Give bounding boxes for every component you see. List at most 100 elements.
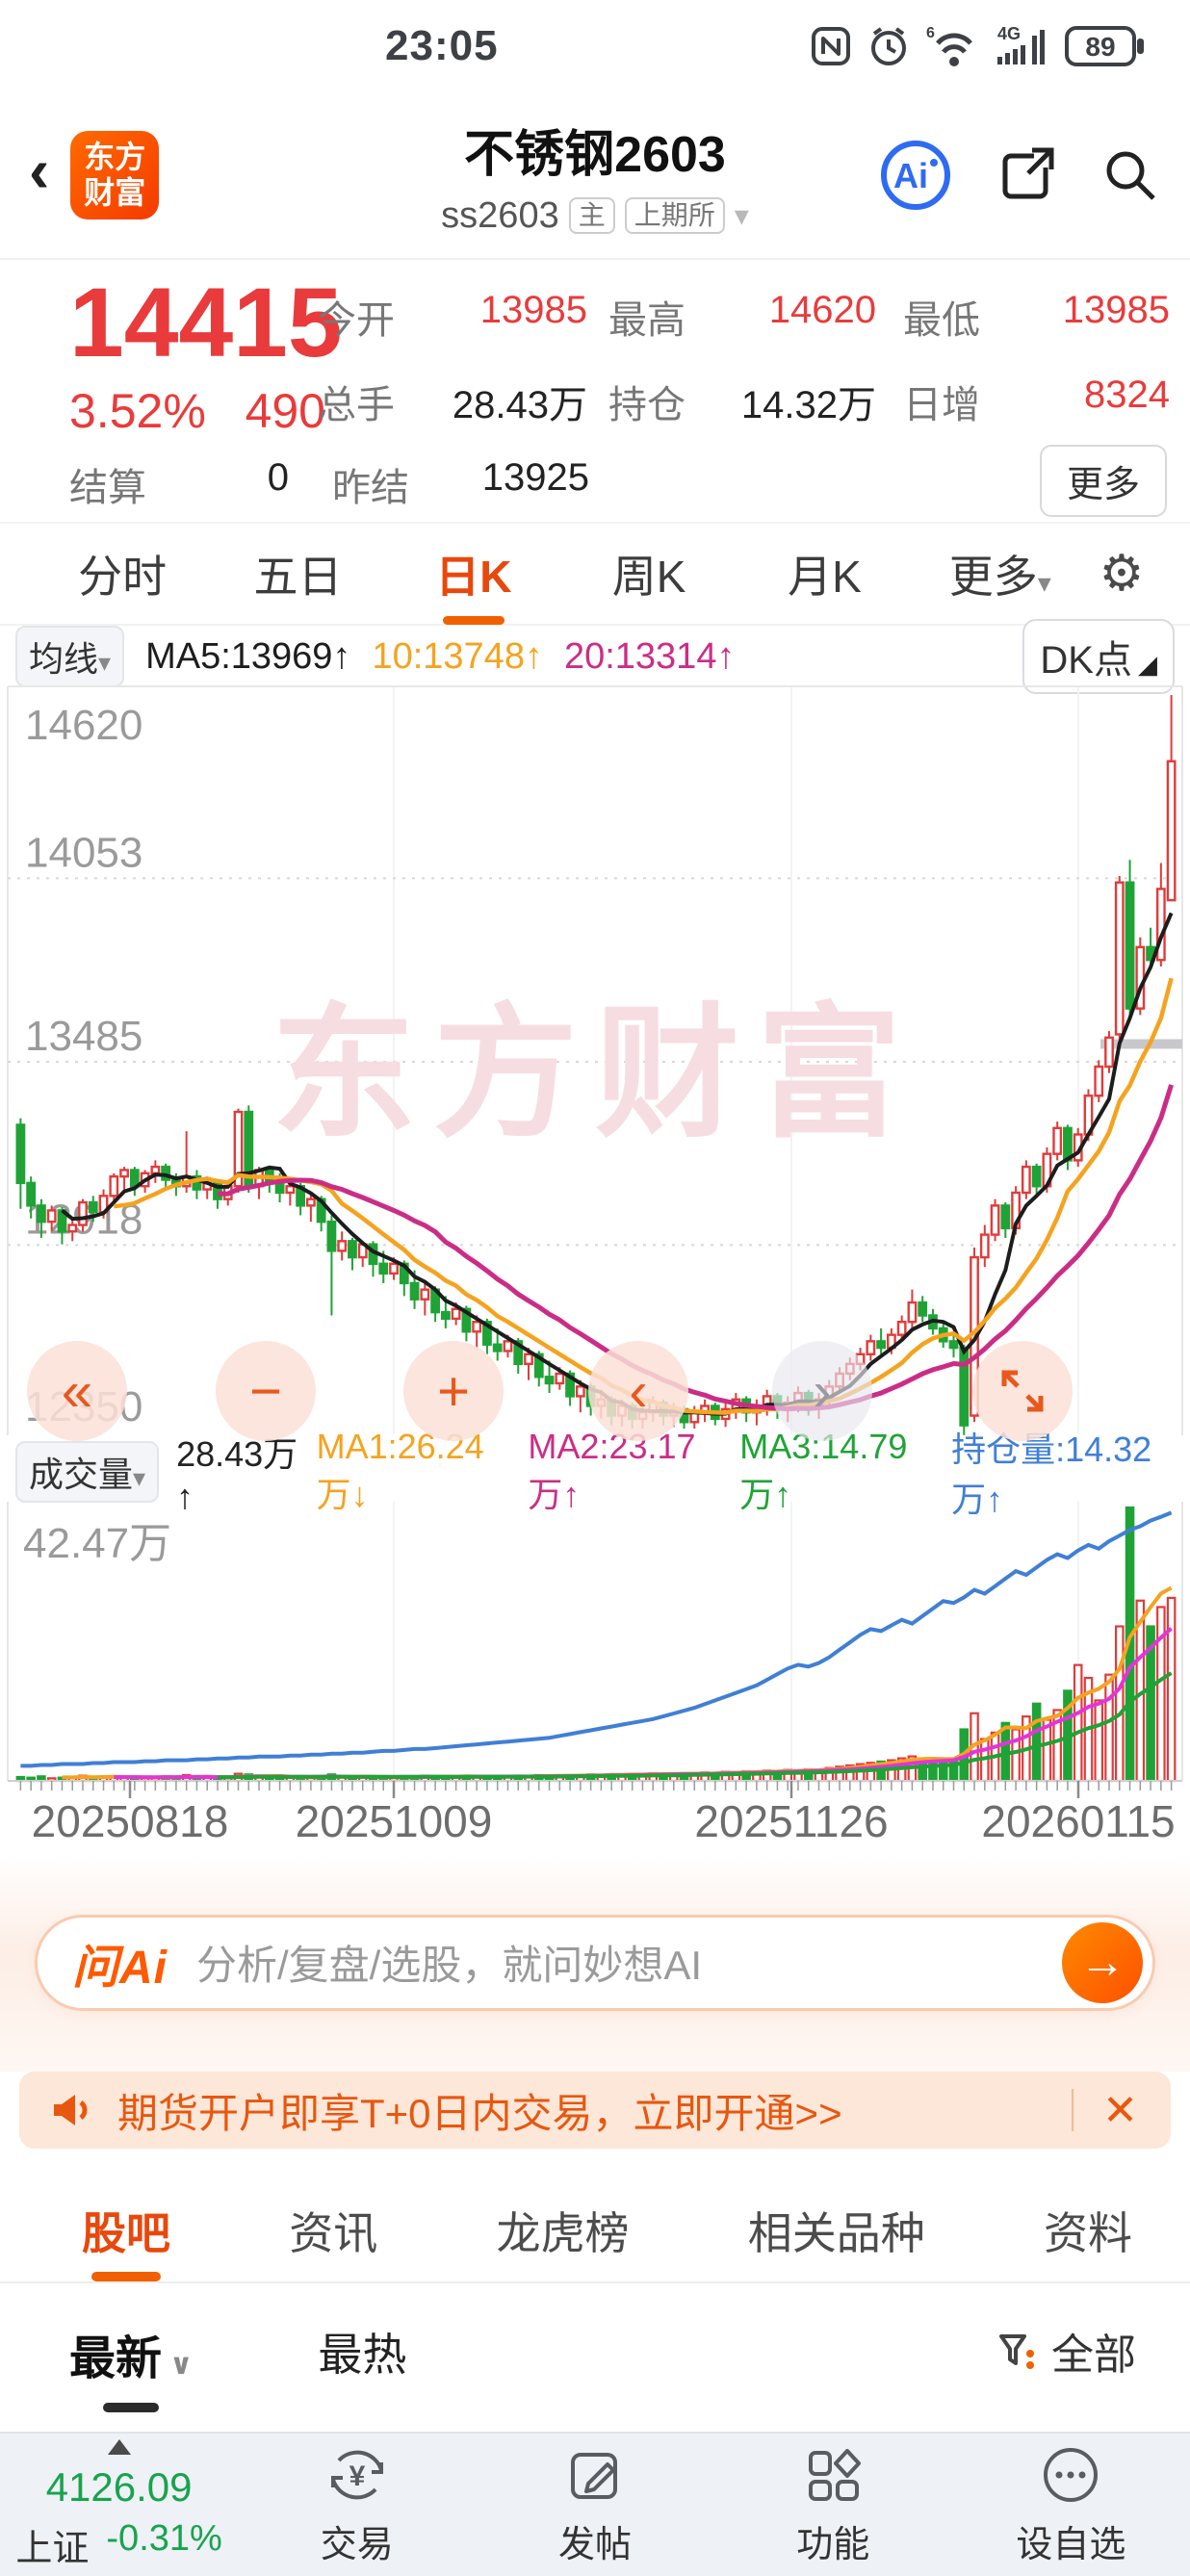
price-chart[interactable]: 东方财富1462014053134851291812350 « − + ‹ › — [0, 685, 1190, 1441]
grid-features-icon — [809, 2448, 862, 2501]
tab-minute[interactable]: 分时 — [78, 552, 168, 602]
tab-five-day[interactable]: 五日 — [253, 552, 343, 602]
status-icons: 6 4G 89 — [809, 24, 1146, 68]
ma20-value: 20:13314↑ — [563, 635, 736, 677]
low-value: 13985 — [1062, 289, 1170, 331]
nav-post[interactable]: 发帖 — [476, 2434, 713, 2576]
period-tab-bar: 分时 五日 日K 周K 月K 更多▾ ⚙ — [0, 522, 1190, 626]
tab-weekly-k[interactable]: 周K — [611, 552, 686, 602]
header-actions: Ai — [878, 138, 1161, 213]
volume-ma2: MA2:23.17万↑ — [528, 1426, 696, 1514]
ma-selector-button[interactable]: 均线▾ — [15, 626, 125, 687]
status-bar: 23:05 6 4G 89 — [0, 0, 1190, 91]
chevron-down-icon: ▾ — [98, 648, 112, 677]
alarm-icon — [871, 26, 906, 65]
candlestick-canvas[interactable]: 东方财富1462014053134851291812350 — [0, 685, 1190, 1436]
nav-index-quote[interactable]: 4126.09 上证 -0.31% — [0, 2434, 238, 2576]
volume-value: 28.43万 — [452, 384, 587, 426]
settle-label: 结算 — [69, 467, 146, 509]
promo-text[interactable]: 期货开户即享T+0日内交易，立即开通>> — [117, 2090, 842, 2136]
index-name: 上证 — [15, 2528, 90, 2569]
clock: 23:05 — [385, 21, 499, 69]
svg-text:6: 6 — [926, 25, 935, 41]
nav-add-watchlist[interactable]: 设自选 — [952, 2434, 1190, 2576]
chevron-down-icon: ∨ — [169, 2349, 194, 2381]
svg-text:42.47万: 42.47万 — [23, 1520, 171, 1567]
cellular-icon: 4G — [997, 24, 1045, 64]
chevron-down-icon: ▾ — [133, 1462, 146, 1492]
funnel-icon — [999, 2334, 1034, 2369]
svg-text:20260115: 20260115 — [981, 1796, 1175, 1846]
volume-label: 总手 — [318, 384, 395, 426]
scroll-fast-left-button[interactable]: « — [27, 1341, 127, 1441]
open-label: 今开 — [318, 299, 395, 342]
quote-panel: 14415 3.52% 490 今开 13985 最高 14620 最低 139… — [0, 260, 1190, 522]
prev-settle-label: 昨结 — [332, 467, 409, 509]
nav-trade[interactable]: ¥ 交易 — [238, 2434, 476, 2576]
close-icon[interactable]: ✕ — [1102, 2086, 1138, 2134]
arrow-right-icon: → — [1079, 1937, 1125, 1988]
sort-hot[interactable]: 最热 — [318, 2330, 407, 2380]
tab-stock-forum[interactable]: 股吧 — [82, 2179, 170, 2281]
tab-related-products[interactable]: 相关品种 — [747, 2208, 925, 2258]
promo-banner[interactable]: 期货开户即享T+0日内交易，立即开通>> ✕ — [19, 2072, 1171, 2149]
exchange-badge: 上期所 — [624, 196, 725, 235]
tab-monthly-k[interactable]: 月K — [788, 552, 862, 602]
share-icon[interactable] — [996, 144, 1057, 206]
tab-news[interactable]: 资讯 — [289, 2208, 378, 2258]
zoom-in-button[interactable]: + — [403, 1341, 504, 1441]
filter-all[interactable]: 全部 — [994, 2320, 1136, 2382]
nav-features[interactable]: 功能 — [714, 2434, 952, 2576]
expand-arrows-icon — [1001, 1370, 1044, 1412]
eastmoney-logo: 东方 财富 — [70, 130, 160, 219]
megaphone-icon — [54, 2095, 88, 2125]
chevron-down-icon: ▾ — [1037, 568, 1051, 598]
open-interest-value: 14.32万 — [740, 384, 876, 426]
tab-profile[interactable]: 资料 — [1044, 2208, 1132, 2258]
prev-settle-value: 13925 — [481, 456, 589, 499]
volume-canvas[interactable]: 42.47万 20250818 20251009 20251126 20260115 — [0, 1502, 1190, 1848]
wifi-icon: 6 — [926, 25, 972, 66]
ai-assistant-button[interactable]: Ai — [878, 138, 953, 213]
ai-search-band: 问Ai 分析/复盘/选股，就问妙想AI → — [0, 1853, 1190, 2072]
ai-submit-button[interactable]: → — [1062, 1921, 1143, 2003]
trade-yuan-icon: ¥ — [330, 2450, 383, 2499]
low-label: 最低 — [903, 299, 980, 342]
expand-chart-button[interactable] — [972, 1341, 1073, 1441]
tab-dragon-tiger[interactable]: 龙虎榜 — [496, 2208, 630, 2258]
more-button[interactable]: 更多 — [1039, 445, 1167, 517]
header: ‹ 东方 财富 不锈钢2603 ss2603 主 上期所 ▾ Ai — [0, 91, 1190, 260]
triangle-up-icon — [107, 2438, 131, 2455]
content-tab-bar: 股吧 资讯 龙虎榜 相关品种 资料 — [0, 2179, 1190, 2283]
zoom-out-button[interactable]: − — [216, 1341, 316, 1441]
svg-text:13485: 13485 — [25, 1013, 142, 1060]
tab-more-periods[interactable]: 更多▾ — [948, 552, 1051, 602]
ai-search-input[interactable]: 问Ai 分析/复盘/选股，就问妙想AI → — [35, 1914, 1155, 2011]
tab-daily-k[interactable]: 日K — [386, 525, 561, 623]
edit-post-icon — [571, 2452, 617, 2499]
current-volume: 28.43万↑ — [176, 1433, 298, 1516]
volume-selector-button[interactable]: 成交量▾ — [15, 1440, 160, 1503]
svg-text:20251126: 20251126 — [694, 1796, 888, 1846]
page-title: 不锈钢2603 — [464, 126, 726, 183]
contract-subtitle[interactable]: ss2603 主 上期所 ▾ — [441, 195, 749, 237]
svg-text:14620: 14620 — [25, 702, 142, 749]
battery-icon: 89 — [1065, 25, 1144, 66]
high-value: 14620 — [768, 289, 876, 331]
active-underline — [103, 2403, 160, 2412]
bottom-nav: 4126.09 上证 -0.31% ¥ 交易 发帖 功能 设自选 — [0, 2432, 1190, 2576]
change-value: 490 — [245, 384, 325, 438]
dk-point-button[interactable]: DK点 ◢ — [1022, 619, 1175, 694]
scroll-left-button[interactable]: ‹ — [588, 1341, 688, 1441]
search-icon[interactable] — [1099, 144, 1161, 206]
gear-icon[interactable]: ⚙ — [1099, 546, 1145, 602]
back-button[interactable]: ‹ — [29, 135, 50, 205]
scroll-right-button[interactable]: › — [772, 1341, 872, 1441]
forum-filter-row: 最新 ∨ 最热 全部 — [0, 2283, 1190, 2445]
chevron-down-icon[interactable]: ▾ — [734, 199, 749, 232]
sort-latest[interactable]: 最新 ∨ — [69, 2320, 194, 2412]
contract-code: ss2603 — [441, 194, 559, 236]
ai-search-placeholder: 分析/复盘/选股，就问妙想AI — [196, 1943, 703, 1988]
svg-text:20251009: 20251009 — [296, 1796, 493, 1846]
